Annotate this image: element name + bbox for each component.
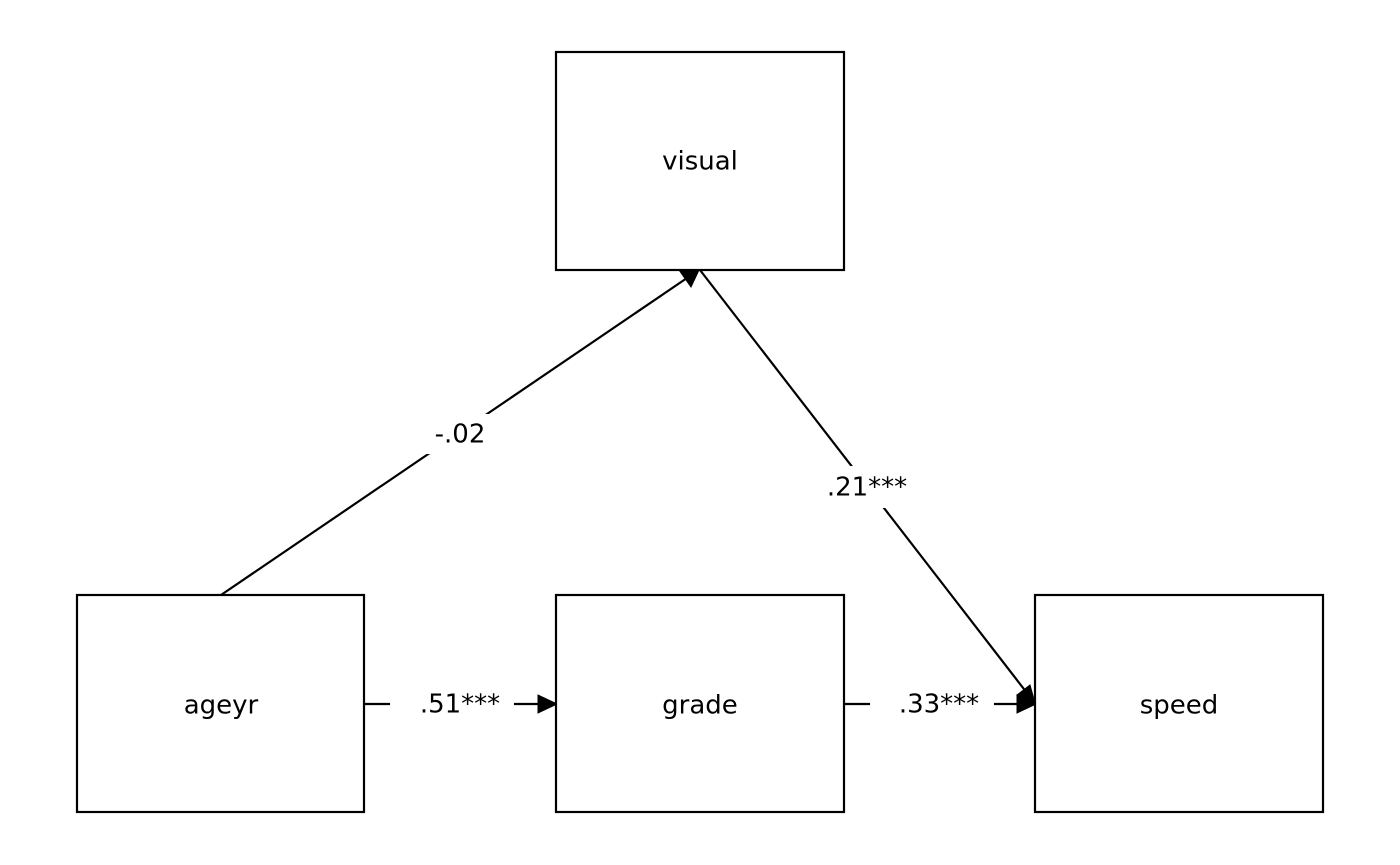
node-grade: grade bbox=[554, 593, 846, 814]
node-label-speed: speed bbox=[1140, 691, 1219, 721]
edge-ageyr-visual: -.02 bbox=[220, 269, 700, 596]
edge-label-ageyr-visual: -.02 bbox=[435, 420, 486, 450]
node-box bbox=[1033, 593, 1325, 814]
arrowhead bbox=[678, 269, 700, 288]
edge-ageyr-grade: .51*** bbox=[364, 684, 559, 724]
node-label-visual: visual bbox=[662, 147, 738, 177]
node-label-grade: grade bbox=[662, 691, 738, 721]
edge-label-background bbox=[390, 684, 514, 724]
edge-visual-speed: .21*** bbox=[699, 269, 1036, 704]
arrowhead bbox=[1016, 694, 1038, 714]
node-box bbox=[75, 593, 366, 814]
edge-label-grade-speed: .33*** bbox=[899, 690, 979, 720]
node-speed: speed bbox=[1033, 593, 1325, 814]
arrowhead bbox=[537, 694, 559, 714]
edge-grade-speed: .33*** bbox=[844, 684, 1038, 724]
node-visual: visual bbox=[554, 50, 846, 272]
node-box bbox=[554, 50, 846, 272]
node-ageyr: ageyr bbox=[75, 593, 366, 814]
edge-label-background bbox=[420, 414, 502, 454]
edge-label-background bbox=[810, 466, 920, 508]
node-label-ageyr: ageyr bbox=[184, 691, 259, 721]
node-box bbox=[554, 593, 846, 814]
edge-label-background bbox=[870, 684, 994, 724]
edge-label-visual-speed: .21*** bbox=[827, 473, 907, 503]
edge-label-ageyr-grade: .51*** bbox=[420, 690, 500, 720]
